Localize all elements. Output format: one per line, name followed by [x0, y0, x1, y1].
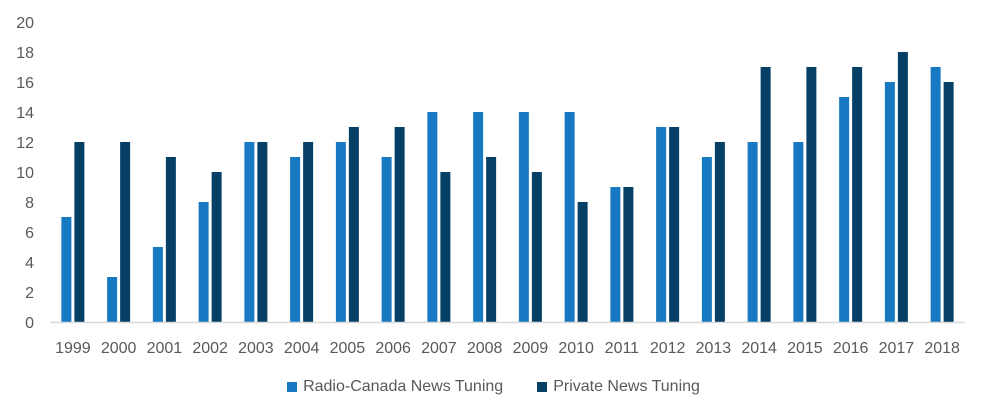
y-tick-label: 12: [16, 135, 34, 152]
bar-radio-canada-2010: [564, 112, 575, 322]
bar-radio-canada-2016: [839, 97, 850, 322]
y-tick-label: 6: [25, 225, 34, 242]
bar-private-1999: [74, 142, 85, 322]
bar-private-2007: [440, 172, 451, 322]
bar-private-2003: [257, 142, 268, 322]
bar-private-2006: [394, 127, 405, 322]
bar-private-2018: [943, 82, 954, 322]
legend: Radio-Canada News Tuning Private News Tu…: [0, 378, 987, 396]
bar-radio-canada-2012: [656, 127, 667, 322]
bar-radio-canada-2017: [884, 82, 895, 322]
bar-radio-canada-2002: [198, 202, 209, 322]
legend-item-radio-canada: Radio-Canada News Tuning: [287, 378, 503, 396]
x-tick-label: 2004: [284, 340, 320, 357]
x-tick-label: 2005: [330, 340, 366, 357]
bar-radio-canada-2005: [335, 142, 346, 322]
x-axis-ticks: 1999 2000 2001 2002 2003 2004 2005 2006 2007 2008…: [55, 340, 960, 357]
bar-radio-canada-2001: [152, 247, 163, 322]
y-tick-label: 14: [16, 105, 34, 122]
bar-radio-canada-2013: [701, 157, 712, 322]
x-tick-label: 2016: [833, 340, 869, 357]
bar-private-2011: [623, 187, 634, 322]
y-tick-label: 20: [16, 15, 34, 32]
x-tick-label: 1999: [55, 340, 91, 357]
bar-private-2002: [211, 172, 222, 322]
x-tick-label: 2006: [375, 340, 411, 357]
bar-private-2016: [852, 67, 863, 322]
x-tick-label: 2007: [421, 340, 457, 357]
bar-radio-canada-2004: [290, 157, 301, 322]
legend-item-private: Private News Tuning: [537, 378, 700, 396]
bar-radio-canada-2000: [107, 277, 118, 322]
x-tick-label: 2015: [787, 340, 823, 357]
bar-radio-canada-2006: [381, 157, 392, 322]
x-tick-label: 2010: [558, 340, 594, 357]
bar-chart: 0 2 4 6 8 10 12 14 16 18 20 1999 2000 2001 2002 2003 20…: [16, 15, 965, 357]
x-tick-label: 2000: [101, 340, 137, 357]
bar-radio-canada-2007: [427, 112, 438, 322]
legend-swatch-private: [537, 382, 548, 392]
bar-private-2015: [806, 67, 817, 322]
y-axis-ticks: 0 2 4 6 8 10 12 14 16 18 20: [16, 15, 34, 332]
bar-private-2000: [120, 142, 131, 322]
bar-private-2014: [760, 67, 771, 322]
bar-radio-canada-2014: [747, 142, 758, 322]
bar-private-2005: [348, 127, 359, 322]
x-tick-label: 2002: [192, 340, 228, 357]
x-tick-label: 2013: [696, 340, 732, 357]
x-tick-label: 2009: [513, 340, 549, 357]
x-tick-label: 2011: [605, 340, 640, 357]
y-tick-label: 10: [16, 165, 34, 182]
legend-swatch-radio-canada: [287, 382, 298, 392]
bar-private-2012: [669, 127, 680, 322]
x-tick-label: 2008: [467, 340, 503, 357]
bar-private-2004: [303, 142, 314, 322]
x-tick-label: 2001: [147, 340, 183, 357]
bar-radio-canada-2003: [244, 142, 255, 322]
bar-radio-canada-2008: [473, 112, 484, 322]
bar-radio-canada-2015: [793, 142, 804, 322]
x-tick-label: 2018: [924, 340, 960, 357]
y-tick-label: 2: [25, 285, 34, 302]
bar-radio-canada-2009: [518, 112, 529, 322]
bar-private-2013: [714, 142, 725, 322]
bar-private-2001: [165, 157, 176, 322]
x-tick-label: 2012: [650, 340, 686, 357]
x-tick-label: 2003: [238, 340, 274, 357]
x-tick-label: 2017: [879, 340, 915, 357]
y-tick-label: 8: [25, 195, 34, 212]
bars: [61, 52, 954, 322]
bar-private-2009: [531, 172, 542, 322]
bar-private-2008: [486, 157, 497, 322]
bar-private-2010: [577, 202, 588, 322]
bar-radio-canada-1999: [61, 217, 72, 322]
bar-radio-canada-2011: [610, 187, 621, 322]
bar-private-2017: [897, 52, 908, 322]
legend-label: Radio-Canada News Tuning: [303, 378, 504, 395]
y-tick-label: 4: [25, 255, 34, 272]
y-tick-label: 0: [25, 315, 34, 332]
bar-radio-canada-2018: [930, 67, 941, 322]
y-tick-label: 16: [16, 75, 34, 92]
x-tick-label: 2014: [741, 340, 777, 357]
legend-label: Private News Tuning: [553, 378, 700, 395]
y-tick-label: 18: [16, 45, 34, 62]
